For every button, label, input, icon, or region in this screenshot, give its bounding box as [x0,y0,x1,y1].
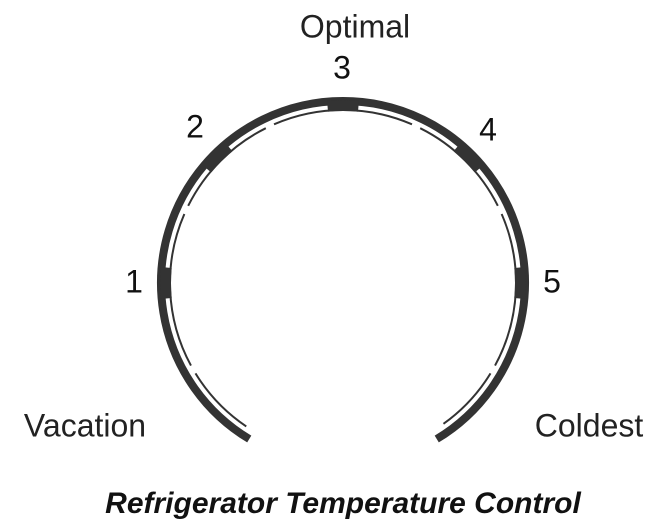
position-label: 1 [125,263,143,299]
position-label: 2 [186,108,204,144]
position-block [453,142,484,173]
position-block [327,100,359,112]
position-block [514,267,526,299]
position-label: 5 [543,263,561,299]
position-label: 3 [333,49,351,85]
vacation-label: Vacation [24,407,146,443]
inner-arc [273,109,413,126]
position-block [202,142,233,173]
diagram-title: Refrigerator Temperature Control [105,487,581,520]
optimal-label: Optimal [300,8,410,44]
position-block [160,267,172,299]
position-label: 4 [479,111,497,147]
dial-ring [157,97,529,443]
coldest-label: Coldest [535,407,644,443]
inner-arc [194,372,247,428]
inner-arc [442,372,492,425]
